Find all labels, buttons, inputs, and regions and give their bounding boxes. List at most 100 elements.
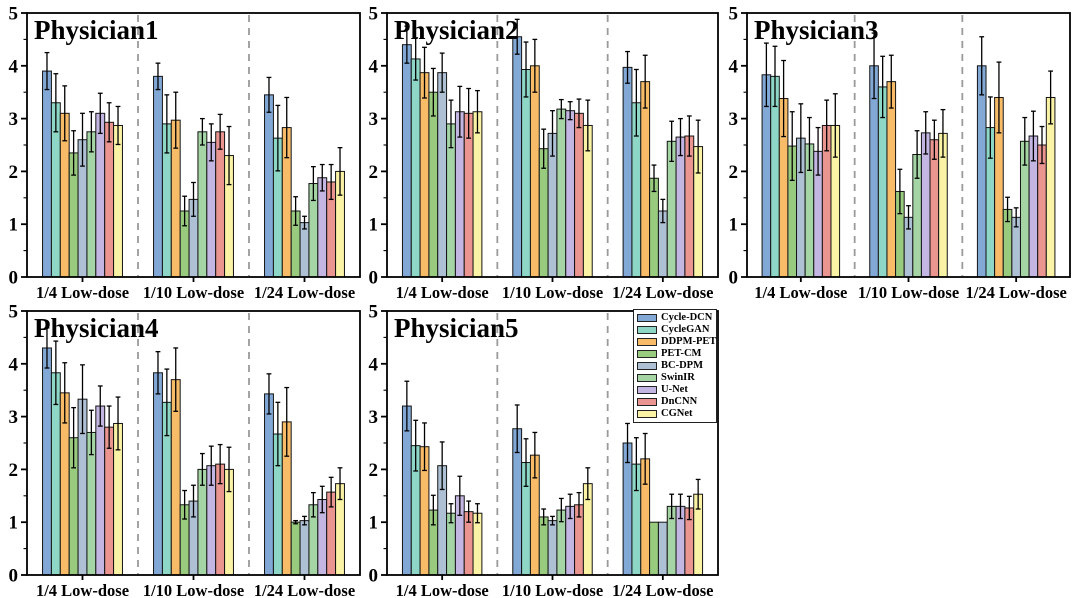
error-bar	[1030, 110, 1036, 162]
y-tick-label: 3	[369, 109, 379, 130]
error-bar	[660, 198, 666, 224]
error-bar	[550, 515, 555, 526]
bar-SwinIR-1/10 Low-dose	[197, 131, 208, 278]
legend-item-cyclegan: CycleGAN	[637, 324, 714, 336]
error-bar	[686, 495, 692, 521]
error-bar	[695, 119, 701, 174]
error-bar	[44, 51, 50, 91]
legend-label: DnCNN	[661, 395, 698, 407]
error-bar	[1022, 116, 1028, 166]
error-bar	[475, 89, 480, 134]
error-bar	[541, 508, 547, 526]
error-bar	[567, 101, 573, 121]
x-category-label: 1/24 Low-dose	[254, 283, 355, 302]
error-bar	[430, 494, 436, 526]
error-bar	[475, 503, 480, 524]
error-bar	[633, 437, 639, 492]
panel-title: Physician3	[754, 15, 879, 45]
bar-DnCNN-1/24 Low-dose	[1037, 144, 1047, 278]
error-bar	[44, 327, 50, 369]
error-bar	[1048, 70, 1054, 125]
bar-BC-DPM-1/24 Low-dose	[299, 520, 310, 576]
error-bar	[284, 96, 290, 159]
legend-swatch	[637, 337, 657, 347]
error-bar	[906, 205, 911, 230]
error-bar	[71, 130, 77, 176]
error-bar	[585, 99, 591, 152]
error-bar	[310, 491, 316, 518]
error-bar	[576, 98, 582, 129]
panel-title: Physician5	[394, 313, 519, 343]
bar-Cycle-DCN-1/10 Low-dose	[512, 36, 523, 278]
bar-DnCNN-1/10 Low-dose	[929, 139, 940, 278]
error-bar	[1005, 196, 1010, 223]
error-bar	[88, 409, 94, 456]
error-bar	[448, 503, 454, 524]
error-bar	[173, 91, 179, 149]
error-bar	[284, 386, 290, 457]
error-bar	[789, 111, 795, 182]
error-bar	[781, 59, 787, 138]
error-bar	[832, 93, 838, 158]
bar-CGNet-1/4 Low-dose	[113, 124, 123, 278]
x-category-label: 1/4 Low-dose	[36, 581, 129, 598]
error-bar	[914, 130, 920, 179]
bar-SwinIR-1/4 Low-dose	[86, 131, 97, 278]
bar-PET-CM-1/24 Low-dose	[649, 521, 659, 576]
error-bar	[532, 38, 538, 93]
error-bar	[457, 85, 463, 138]
error-bar	[413, 37, 419, 81]
bar-Cycle-DCN-1/10 Low-dose	[153, 75, 163, 278]
y-tick-label: 3	[9, 407, 19, 428]
y-tick-label: 0	[369, 268, 379, 289]
legend-item-cgnet: CGNet	[637, 408, 714, 420]
y-tick-label: 1	[9, 513, 19, 534]
error-bar	[182, 489, 188, 520]
legend-label: DDPM-PET	[661, 335, 717, 347]
legend-swatch	[637, 397, 657, 407]
bar-DDPM-PET-1/10 Low-dose	[529, 65, 540, 278]
error-bar	[226, 446, 232, 493]
x-category-label: 1/10 Low-dose	[502, 283, 603, 302]
error-bar	[80, 112, 85, 167]
y-tick-label: 0	[729, 268, 739, 289]
bar-BC-DPM-1/24 Low-dose	[299, 222, 310, 278]
y-tick-label: 4	[9, 354, 19, 375]
error-bar	[897, 168, 903, 215]
legend-label: PET-CM	[661, 347, 702, 359]
y-tick-label: 5	[9, 4, 19, 25]
bar-Cycle-DCN-1/4 Low-dose	[42, 347, 52, 576]
bar-U-Net-1/4 Low-dose	[95, 405, 106, 576]
bar-DnCNN-1/10 Low-dose	[574, 112, 584, 278]
error-bar	[532, 431, 538, 479]
error-bar	[815, 126, 821, 176]
bar-BC-DPM-1/10 Low-dose	[547, 520, 558, 576]
legend-swatch	[637, 409, 657, 419]
error-bar	[413, 419, 419, 472]
error-bar	[541, 128, 547, 169]
error-bar	[164, 94, 170, 154]
error-bar	[217, 443, 223, 485]
error-bar	[106, 102, 112, 143]
error-bar	[550, 110, 555, 157]
x-category-label: 1/10 Low-dose	[502, 581, 603, 598]
y-tick-label: 5	[369, 302, 379, 323]
x-category-label: 1/24 Low-dose	[612, 581, 713, 598]
bar-Cycle-DCN-1/24 Low-dose	[622, 66, 633, 278]
y-tick-label: 0	[9, 268, 19, 289]
bar-U-Net-1/4 Low-dose	[95, 112, 106, 278]
y-tick-label: 1	[729, 215, 739, 236]
legend-item-ddpm-pet: DDPM-PET	[637, 335, 717, 348]
legend-label: Cycle-DCN	[661, 311, 713, 323]
error-bar	[686, 115, 692, 157]
error-bar	[466, 87, 472, 139]
error-bar	[53, 73, 59, 133]
error-bar	[422, 422, 427, 472]
error-bar	[940, 108, 946, 158]
bar-CycleGAN-1/10 Low-dose	[521, 69, 531, 278]
y-tick-label: 4	[729, 56, 739, 77]
error-bar	[266, 76, 272, 113]
error-bar	[328, 476, 334, 508]
error-bar	[633, 68, 639, 137]
